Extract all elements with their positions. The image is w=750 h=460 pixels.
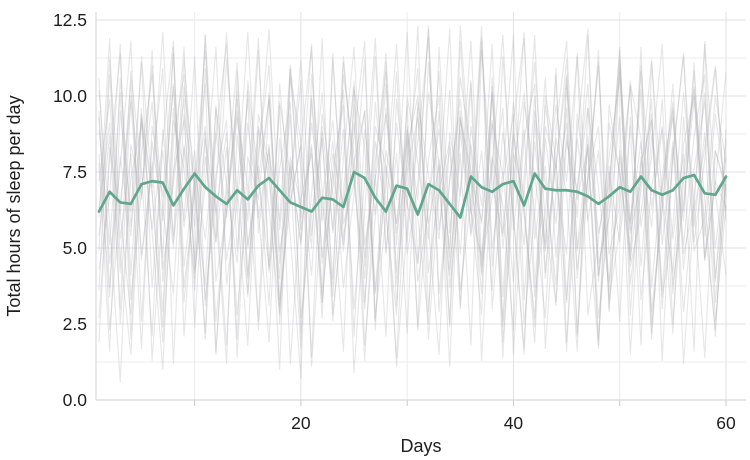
x-tick-label: 40 (504, 413, 524, 433)
y-tick-label: 2.5 (63, 314, 87, 334)
subject-sleep-line (98, 28, 727, 359)
subject-sleep-line (98, 28, 727, 383)
y-tick-label: 5.0 (63, 238, 88, 258)
subject-sleep-line (98, 25, 727, 374)
subject-sleep-line (98, 34, 727, 371)
subject-sleep-line (98, 52, 727, 337)
subject-sleep-line (98, 25, 727, 355)
y-tick-label: 12.5 (53, 10, 87, 30)
subject-sleep-line (98, 25, 727, 362)
y-tick-label: 10.0 (53, 86, 87, 106)
subject-sleep-line (98, 28, 727, 359)
subject-sleep-line (98, 34, 727, 368)
tick-label-layer: 0.0 2.5 5.0 7.5 10.0 12.5 20 40 60 (53, 10, 736, 433)
subject-sleep-line (98, 31, 727, 365)
y-axis-title: Total hours of sleep per day (4, 95, 24, 316)
subject-sleep-line (98, 40, 727, 359)
subject-sleep-line (98, 31, 727, 380)
y-tick-label: 0.0 (63, 390, 88, 410)
x-tick-label: 60 (716, 413, 736, 433)
x-tick-label: 20 (291, 413, 311, 433)
subject-sleep-line (98, 25, 727, 365)
series-layer (97, 25, 728, 383)
y-tick-label: 7.5 (63, 162, 87, 182)
x-axis-title: Days (400, 436, 441, 456)
axis-layer (95, 12, 746, 406)
mean-sleep-line (97, 170, 728, 219)
